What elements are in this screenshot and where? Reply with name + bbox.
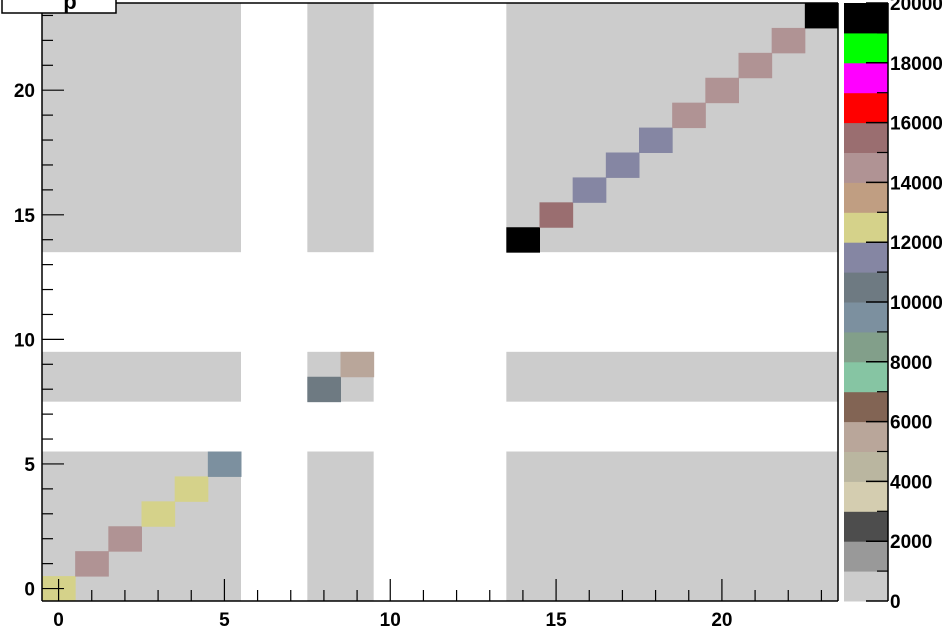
colorbar-swatch-18 xyxy=(844,32,888,64)
zero-block-5 xyxy=(506,351,838,402)
colorbar-swatch-0 xyxy=(844,571,888,602)
colorbar-tick-label: 0 xyxy=(890,592,901,613)
cell-9-9 xyxy=(340,351,375,378)
colorbar-swatch-11 xyxy=(844,242,888,273)
cell-4-4 xyxy=(174,476,209,502)
cell-2-2 xyxy=(108,526,142,552)
colorbar-swatch-8 xyxy=(844,331,888,363)
cell-18-18 xyxy=(639,127,673,153)
axis-ticks xyxy=(42,14,823,601)
colorbar-swatch-13 xyxy=(844,182,888,213)
y-tick-label: 15 xyxy=(14,206,36,227)
cell-3-3 xyxy=(141,501,176,527)
colorbar-tick-label: 16000 xyxy=(890,114,942,135)
colorbar-swatch-12 xyxy=(844,212,888,243)
zero-block-0 xyxy=(42,3,241,253)
colorbar-swatch-17 xyxy=(844,62,888,94)
y-tick-label: 5 xyxy=(24,455,35,476)
colorbar-swatch-10 xyxy=(844,272,888,303)
colorbar-tick-label: 12000 xyxy=(890,233,942,254)
colorbar-tick-label: 6000 xyxy=(890,413,932,434)
cell-23-23 xyxy=(804,3,839,29)
colorbar-tick-label: 10000 xyxy=(890,293,942,314)
colorbar-swatch-9 xyxy=(844,302,888,333)
colorbar-swatch-15 xyxy=(844,122,888,153)
plot-frame xyxy=(41,2,839,602)
cell-19-19 xyxy=(672,102,706,129)
zero-block-8 xyxy=(506,451,838,601)
colorbar-swatch-1 xyxy=(844,541,888,572)
colorbar-swatch-6 xyxy=(844,391,888,423)
x-tick-label: 5 xyxy=(219,610,230,631)
colorbar-swatch-14 xyxy=(844,152,888,183)
cell-8-8 xyxy=(307,376,341,403)
cell-17-17 xyxy=(605,152,640,178)
x-tick-label: 0 xyxy=(53,610,64,631)
colorbar-swatch-19 xyxy=(844,3,888,34)
colorbar-swatch-5 xyxy=(844,421,888,452)
zero-block-3 xyxy=(42,351,241,402)
y-tick-label: 20 xyxy=(14,81,35,102)
colorbar-swatch-16 xyxy=(844,92,888,124)
x-tick-label: 20 xyxy=(711,610,732,631)
zero-block-7 xyxy=(307,451,374,601)
colorbar-swatch-7 xyxy=(844,361,888,393)
cell-15-15 xyxy=(539,202,574,228)
zero-block-1 xyxy=(307,3,374,253)
colorbar-tick-label: 18000 xyxy=(890,54,942,75)
y-tick-label: 0 xyxy=(24,580,35,601)
cell-20-20 xyxy=(705,77,739,104)
colorbar-tick-label: 2000 xyxy=(890,532,932,553)
cell-16-16 xyxy=(572,177,607,203)
color-scale: 0 2000 4000 6000 8000 10000 12000 14000 16000 180… xyxy=(844,0,942,613)
colorbar-swatch-4 xyxy=(844,451,888,482)
colorbar-tick-label: 20000 xyxy=(890,0,942,15)
x-tick-label: 10 xyxy=(380,610,401,631)
cell-1-1 xyxy=(75,551,109,577)
colorbar-tick-label: 14000 xyxy=(890,173,942,194)
y-tick-label: 10 xyxy=(14,330,35,351)
colorbar-swatch-3 xyxy=(844,481,888,512)
title-box: p xyxy=(1,0,117,14)
cell-14-14 xyxy=(506,227,540,253)
x-tick-label: 15 xyxy=(546,610,568,631)
cell-22-22 xyxy=(771,27,806,54)
colorbar-swatch-2 xyxy=(844,511,888,542)
cell-5-5 xyxy=(207,451,242,477)
colorbar-tick-label: 8000 xyxy=(890,353,932,374)
colorbar-tick-label: 4000 xyxy=(890,472,932,493)
chart-title: p xyxy=(63,0,76,14)
heatmap-cells xyxy=(42,3,839,602)
cell-21-21 xyxy=(738,52,773,79)
axis-tick-labels: 0 5 10 15 20 0 5 10 15 20 xyxy=(14,81,733,631)
